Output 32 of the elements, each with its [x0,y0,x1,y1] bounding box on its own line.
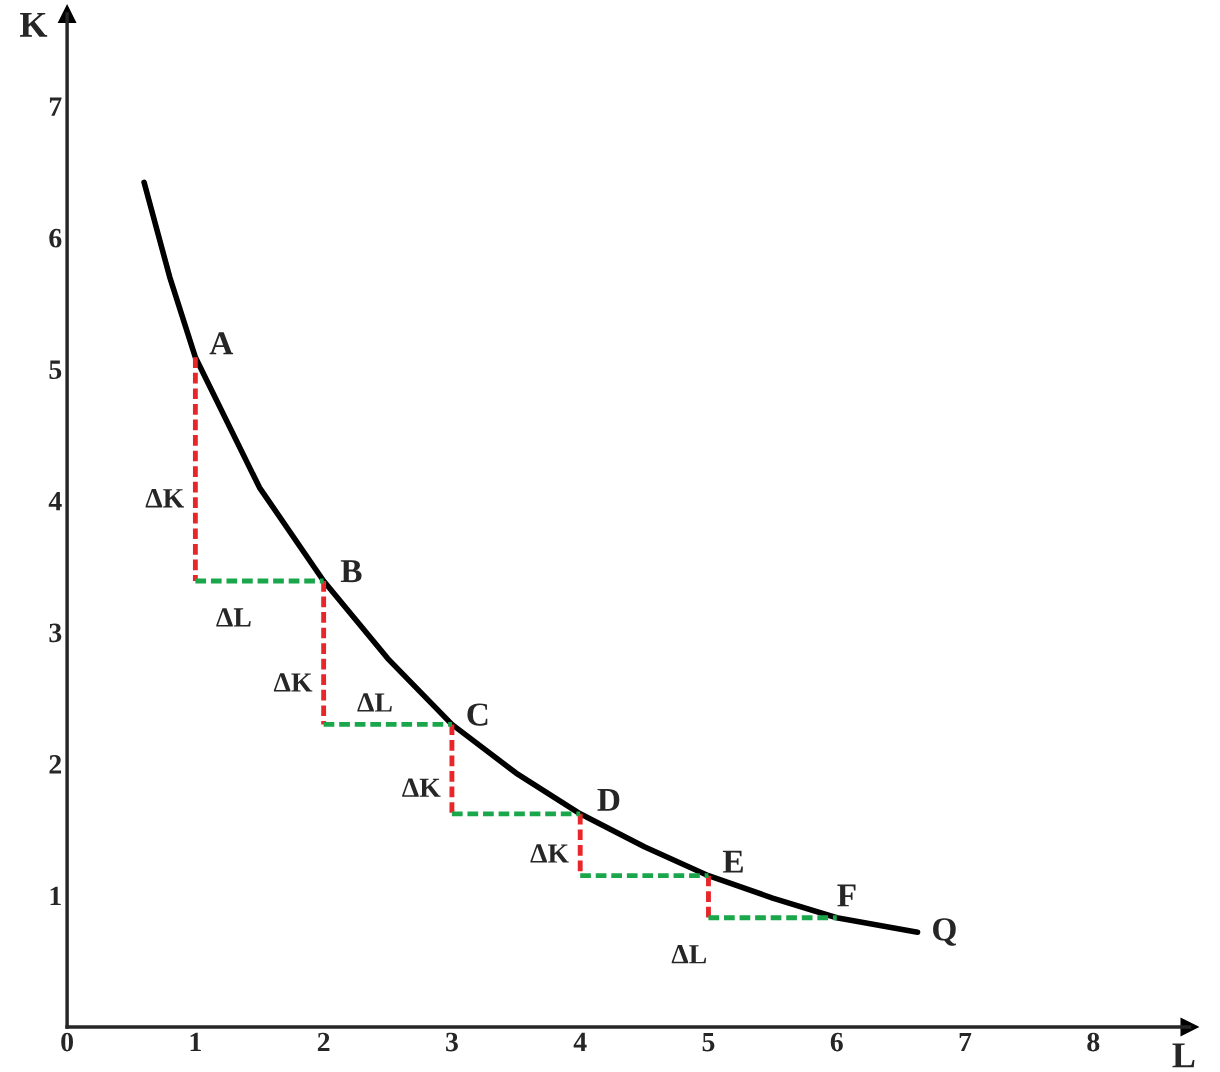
y-tick-label: 6 [49,228,62,248]
annotation: C [467,703,488,726]
annotation: D [597,788,620,811]
x-tick-label: 2 [317,1032,330,1052]
annotation: ΔL [671,945,707,964]
annotation: ΔK [273,673,313,692]
annotation: F [837,884,856,907]
x-tick-label: 1 [190,1032,201,1052]
x-tick-label: 4 [573,1032,587,1052]
x-tick-label: 0 [61,1032,73,1052]
annotation: B [340,560,362,583]
x-axis-title: L [1172,1043,1195,1068]
annotation: A [209,332,234,355]
y-tick-label: 3 [49,623,62,643]
annotation: E [722,850,743,873]
x-tick-label: 6 [830,1032,843,1052]
annotation: ΔL [216,608,251,627]
y-tick-label: 5 [49,360,62,380]
x-tick-label: 8 [1087,1032,1100,1052]
y-tick-label: 7 [49,97,62,116]
annotation: Q [933,918,956,946]
x-tick-label: 5 [702,1032,715,1052]
x-tick-label: 7 [959,1032,972,1052]
annotation: ΔL [357,693,392,712]
x-tick-label: 3 [446,1032,458,1052]
y-tick-label: 4 [48,492,62,511]
annotation: ΔK [530,844,569,863]
y-tick-label: 2 [49,755,62,774]
y-axis-title: K [20,12,48,37]
y-tick-label: 1 [50,886,61,906]
annotation: ΔK [145,489,185,508]
annotation: ΔK [402,778,441,797]
